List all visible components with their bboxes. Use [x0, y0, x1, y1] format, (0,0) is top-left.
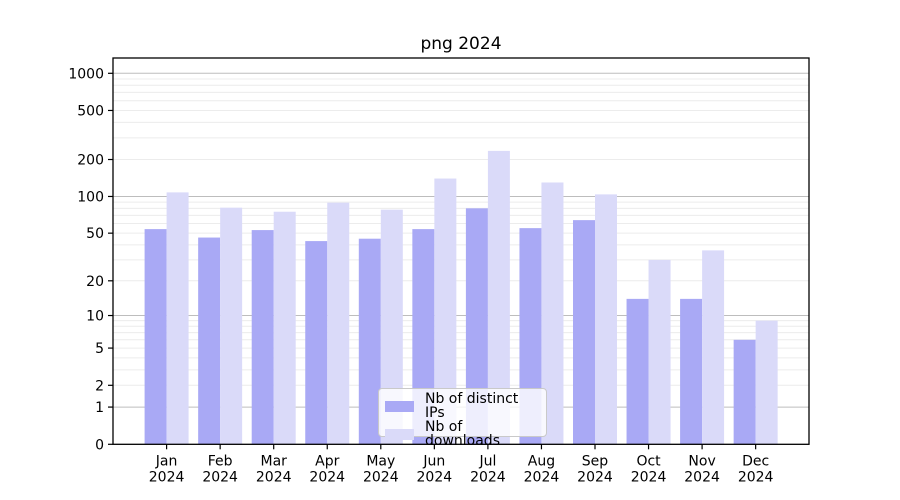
bar-distinct-ips-apr: [305, 241, 328, 445]
y-tick-label-100: 100: [77, 189, 104, 205]
y-tick-label-1000: 1000: [68, 66, 104, 82]
x-tick-month-jun: Jun: [422, 453, 445, 469]
legend-item-distinct-ips: Nb of distinct IPs: [385, 392, 540, 420]
x-tick-year-aug: 2024: [524, 469, 560, 485]
bar-downloads-aug: [541, 182, 564, 445]
bars: [144, 150, 778, 445]
x-tick-year-may: 2024: [363, 469, 399, 485]
bar-distinct-ips-sep: [573, 220, 595, 445]
legend-swatch-distinct-ips: [385, 400, 414, 412]
plot-frame: [112, 57, 810, 445]
x-tick-month-dec: Dec: [742, 453, 769, 469]
x-tick-month-sep: Sep: [582, 453, 609, 469]
bar-distinct-ips-mar: [251, 230, 274, 445]
bar-downloads-apr: [327, 202, 350, 445]
chart-title: png 2024: [420, 34, 502, 54]
x-tick-month-oct: Oct: [636, 453, 661, 469]
bar-distinct-ips-jul: [465, 208, 488, 445]
x-tick-year-dec: 2024: [738, 469, 774, 485]
legend-label-downloads: Nb of downloads: [425, 419, 500, 449]
bar-distinct-ips-oct: [626, 298, 649, 445]
bar-downloads-jan: [166, 192, 189, 445]
y-tick-label-50: 50: [86, 226, 104, 242]
y-tick-label-2: 2: [95, 378, 104, 394]
x-tick-year-jul: 2024: [470, 469, 506, 485]
bar-downloads-mar: [273, 211, 296, 445]
x-tick-year-apr: 2024: [309, 469, 345, 485]
x-tick-month-apr: Apr: [315, 453, 339, 469]
y-tick-label-10: 10: [86, 309, 104, 325]
x-tick-year-oct: 2024: [631, 469, 667, 485]
bar-downloads-feb: [220, 207, 243, 445]
x-tick-year-sep: 2024: [577, 469, 613, 485]
bar-downloads-jul: [487, 150, 510, 445]
y-tick-label-20: 20: [86, 274, 104, 290]
x-tick-year-jan: 2024: [149, 469, 185, 485]
y-tick-label-5: 5: [95, 341, 104, 357]
x-tick-month-may: May: [366, 453, 395, 469]
legend-label-distinct-ips: Nb of distinct IPs: [425, 391, 519, 421]
x-tick-year-jun: 2024: [417, 469, 453, 485]
y-tick-label-200: 200: [77, 153, 104, 169]
y-tick-label-500: 500: [77, 103, 104, 119]
legend-swatch-downloads: [385, 428, 414, 440]
y-tick-label-0: 0: [95, 437, 104, 453]
y-tick-label-1: 1: [95, 400, 104, 416]
x-tick-month-jan: Jan: [155, 453, 178, 469]
x-tick-year-feb: 2024: [202, 469, 238, 485]
bar-distinct-ips-jan: [144, 229, 167, 445]
bar-downloads-dec: [755, 320, 778, 445]
x-tick-year-nov: 2024: [684, 469, 720, 485]
x-tick-month-aug: Aug: [528, 453, 555, 469]
x-tick-month-nov: Nov: [688, 453, 715, 469]
bar-downloads-nov: [702, 250, 725, 445]
x-axis: Jan2024Feb2024Mar2024Apr2024May2024Jun20…: [149, 444, 774, 485]
bar-downloads-may: [380, 209, 403, 445]
bar-distinct-ips-dec: [733, 339, 756, 445]
x-tick-year-mar: 2024: [256, 469, 292, 485]
bar-downloads-sep: [595, 194, 617, 445]
bar-downloads-oct: [648, 259, 671, 445]
bar-downloads-jun: [434, 178, 457, 445]
legend-item-downloads: Nb of downloads: [385, 420, 540, 448]
x-tick-month-feb: Feb: [208, 453, 233, 469]
bar-distinct-ips-feb: [198, 237, 221, 445]
x-tick-month-mar: Mar: [260, 453, 287, 469]
x-tick-month-jul: Jul: [478, 453, 496, 469]
bar-distinct-ips-nov: [680, 298, 703, 445]
legend: Nb of distinct IPs Nb of downloads: [378, 388, 547, 448]
bar-distinct-ips-may: [358, 238, 381, 445]
